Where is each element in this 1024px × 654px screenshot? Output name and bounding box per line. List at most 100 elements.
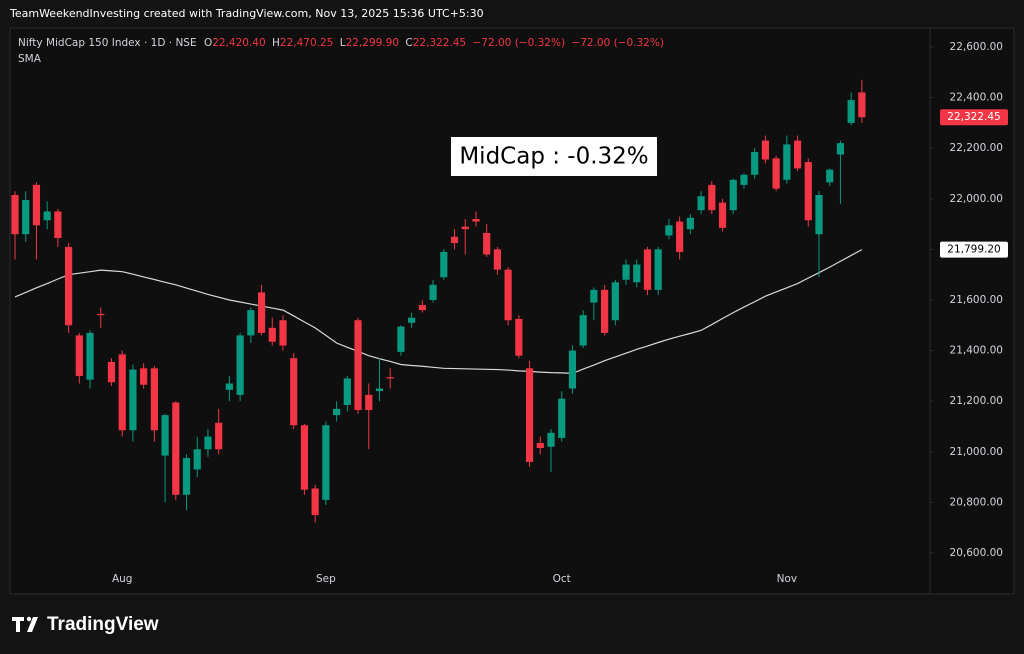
x-tick-label: Sep (316, 573, 336, 585)
candle-body (290, 358, 298, 426)
candle-body (718, 202, 727, 228)
annotation: MidCap : -0.32% (459, 144, 648, 170)
candle-body (611, 282, 619, 321)
legend-key: L (340, 37, 346, 49)
candle-body (54, 211, 62, 239)
candle-body (408, 317, 416, 323)
x-tick-label: Oct (553, 573, 571, 585)
legend-value: 22,420.40 (212, 37, 265, 49)
candle-body (804, 162, 812, 221)
candle-body (161, 415, 169, 456)
price-label: 21,799.20 (947, 244, 1000, 256)
candle-body (397, 326, 405, 352)
candle-body (751, 151, 759, 175)
y-tick-label: 22,200.00 (950, 142, 1003, 154)
legend-value: 22,470.25 (280, 37, 333, 49)
attribution: TeamWeekendInvesting created with Tradin… (9, 7, 484, 20)
candle-body (215, 422, 223, 450)
chart-panel (9, 27, 1015, 595)
price-label-box (940, 241, 1008, 258)
candle-body (333, 408, 341, 416)
candle-body (386, 377, 394, 379)
candle-body (761, 140, 769, 160)
candle-body (247, 310, 255, 336)
legend-change: −72.00 (−0.32%) (571, 37, 664, 49)
y-tick-label: 22,400.00 (950, 92, 1003, 104)
candle-body (204, 436, 212, 450)
candle-body (826, 169, 834, 183)
candle-body (568, 350, 577, 389)
candle-body (558, 398, 566, 438)
annotation-box (451, 137, 657, 176)
candle-body (515, 318, 523, 356)
candle-body (858, 92, 866, 118)
candle-body (300, 425, 309, 490)
candle-body (633, 264, 641, 283)
candle-body (590, 289, 598, 303)
y-tick-label: 22,000.00 (950, 193, 1003, 205)
candle-body (75, 335, 83, 376)
candle-body (601, 289, 609, 333)
candle-body (429, 284, 437, 300)
candle-body (772, 158, 780, 189)
candle-body (322, 425, 330, 500)
candle-body (622, 264, 630, 280)
candle-body (279, 320, 287, 346)
candle-body (665, 225, 673, 236)
candle-body (43, 211, 51, 221)
candle-body (536, 442, 544, 449)
legend-change: −72.00 (−0.32%) (473, 37, 566, 49)
candle-body (676, 221, 684, 252)
candle-body (172, 402, 180, 495)
brand-name: TradingView (47, 614, 159, 635)
candle-body (836, 143, 845, 155)
candle-body (483, 232, 491, 255)
candle-body (525, 368, 534, 462)
logo-mark (27, 617, 38, 632)
y-tick-label: 20,600.00 (950, 547, 1003, 559)
candle-body (440, 251, 448, 278)
legend: Nifty MidCap 150 Index · 1D · NSE O22,42… (18, 37, 664, 49)
legend-key: O (204, 37, 212, 49)
logo-mark (26, 616, 32, 622)
brand-logo: TradingView (12, 614, 159, 635)
candle-body (343, 378, 351, 405)
candle-body (150, 368, 158, 431)
candle-body (504, 269, 512, 321)
legend-key: C (405, 37, 412, 49)
candle-body (65, 246, 73, 326)
candle-body (418, 305, 426, 311)
x-tick-label: Aug (112, 573, 133, 585)
candle-body (493, 249, 501, 270)
x-tick-label: Nov (777, 573, 798, 585)
y-tick-label: 20,800.00 (950, 496, 1003, 508)
candle-body (697, 196, 705, 211)
candle-body (461, 226, 469, 230)
price-label: 22,322.45 (947, 111, 1000, 123)
y-tick-label: 21,400.00 (950, 345, 1003, 357)
y-tick-label: 21,000.00 (950, 446, 1003, 458)
candle-body (708, 184, 716, 211)
candle-body (729, 179, 737, 211)
candle-body (225, 383, 233, 390)
plot-area: 20,600.00 20,800.00 21,000.00 21,200.00 21,4… (11, 41, 1003, 585)
candle-body (579, 315, 587, 346)
candle-body (268, 327, 276, 342)
candle-body (311, 488, 319, 516)
candle-body (22, 200, 30, 235)
sma-line (14, 249, 863, 374)
legend-value: 22,299.90 (346, 37, 399, 49)
candle-body (375, 388, 384, 392)
legend-key: H (272, 37, 280, 49)
price-label-box (940, 109, 1008, 126)
candle-body (97, 313, 105, 316)
candle-body (354, 320, 362, 411)
candle-body (236, 335, 244, 395)
candle-body (257, 292, 266, 333)
legend-value: 22,322.45 (413, 37, 466, 49)
candle-body (118, 354, 126, 431)
candle-body (193, 449, 201, 470)
candle-body (643, 249, 652, 290)
